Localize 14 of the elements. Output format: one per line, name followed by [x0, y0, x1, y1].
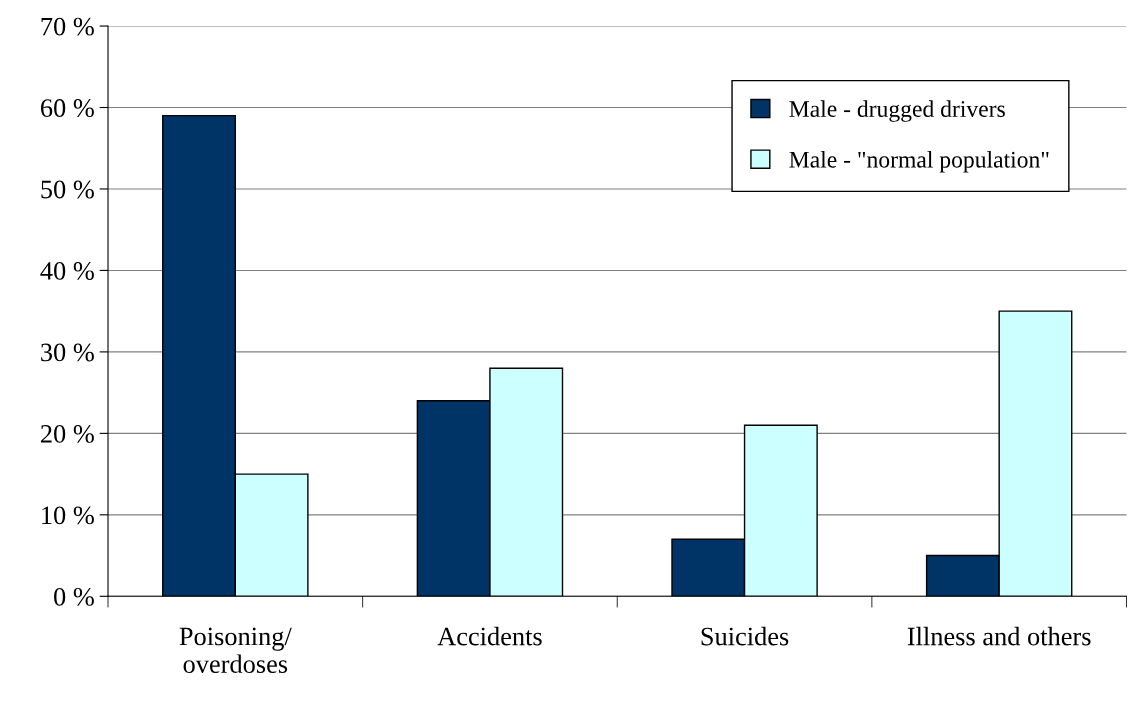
legend-label: Male - "normal population"	[789, 151, 1049, 173]
legend-label: Male - drugged drivers	[789, 100, 1005, 122]
y-tick-label: 0 %	[54, 587, 94, 606]
y-tick-label: 60 %	[40, 99, 94, 118]
y-tick-label: 30 %	[41, 343, 94, 362]
x-tick-label: Accidents	[437, 626, 542, 646]
x-tick-label: Suicides	[701, 626, 789, 646]
y-tick-label: 70 %	[41, 17, 94, 36]
x-tick-label: Poisoning/ overdoses	[179, 627, 292, 674]
y-tick-label: 50 %	[41, 180, 94, 199]
y-tick-label: 20 %	[41, 424, 94, 443]
y-tick-label: 10 %	[42, 506, 94, 525]
y-tick-label: 40 %	[40, 262, 94, 280]
x-tick-label: Illness and others	[907, 626, 1091, 646]
